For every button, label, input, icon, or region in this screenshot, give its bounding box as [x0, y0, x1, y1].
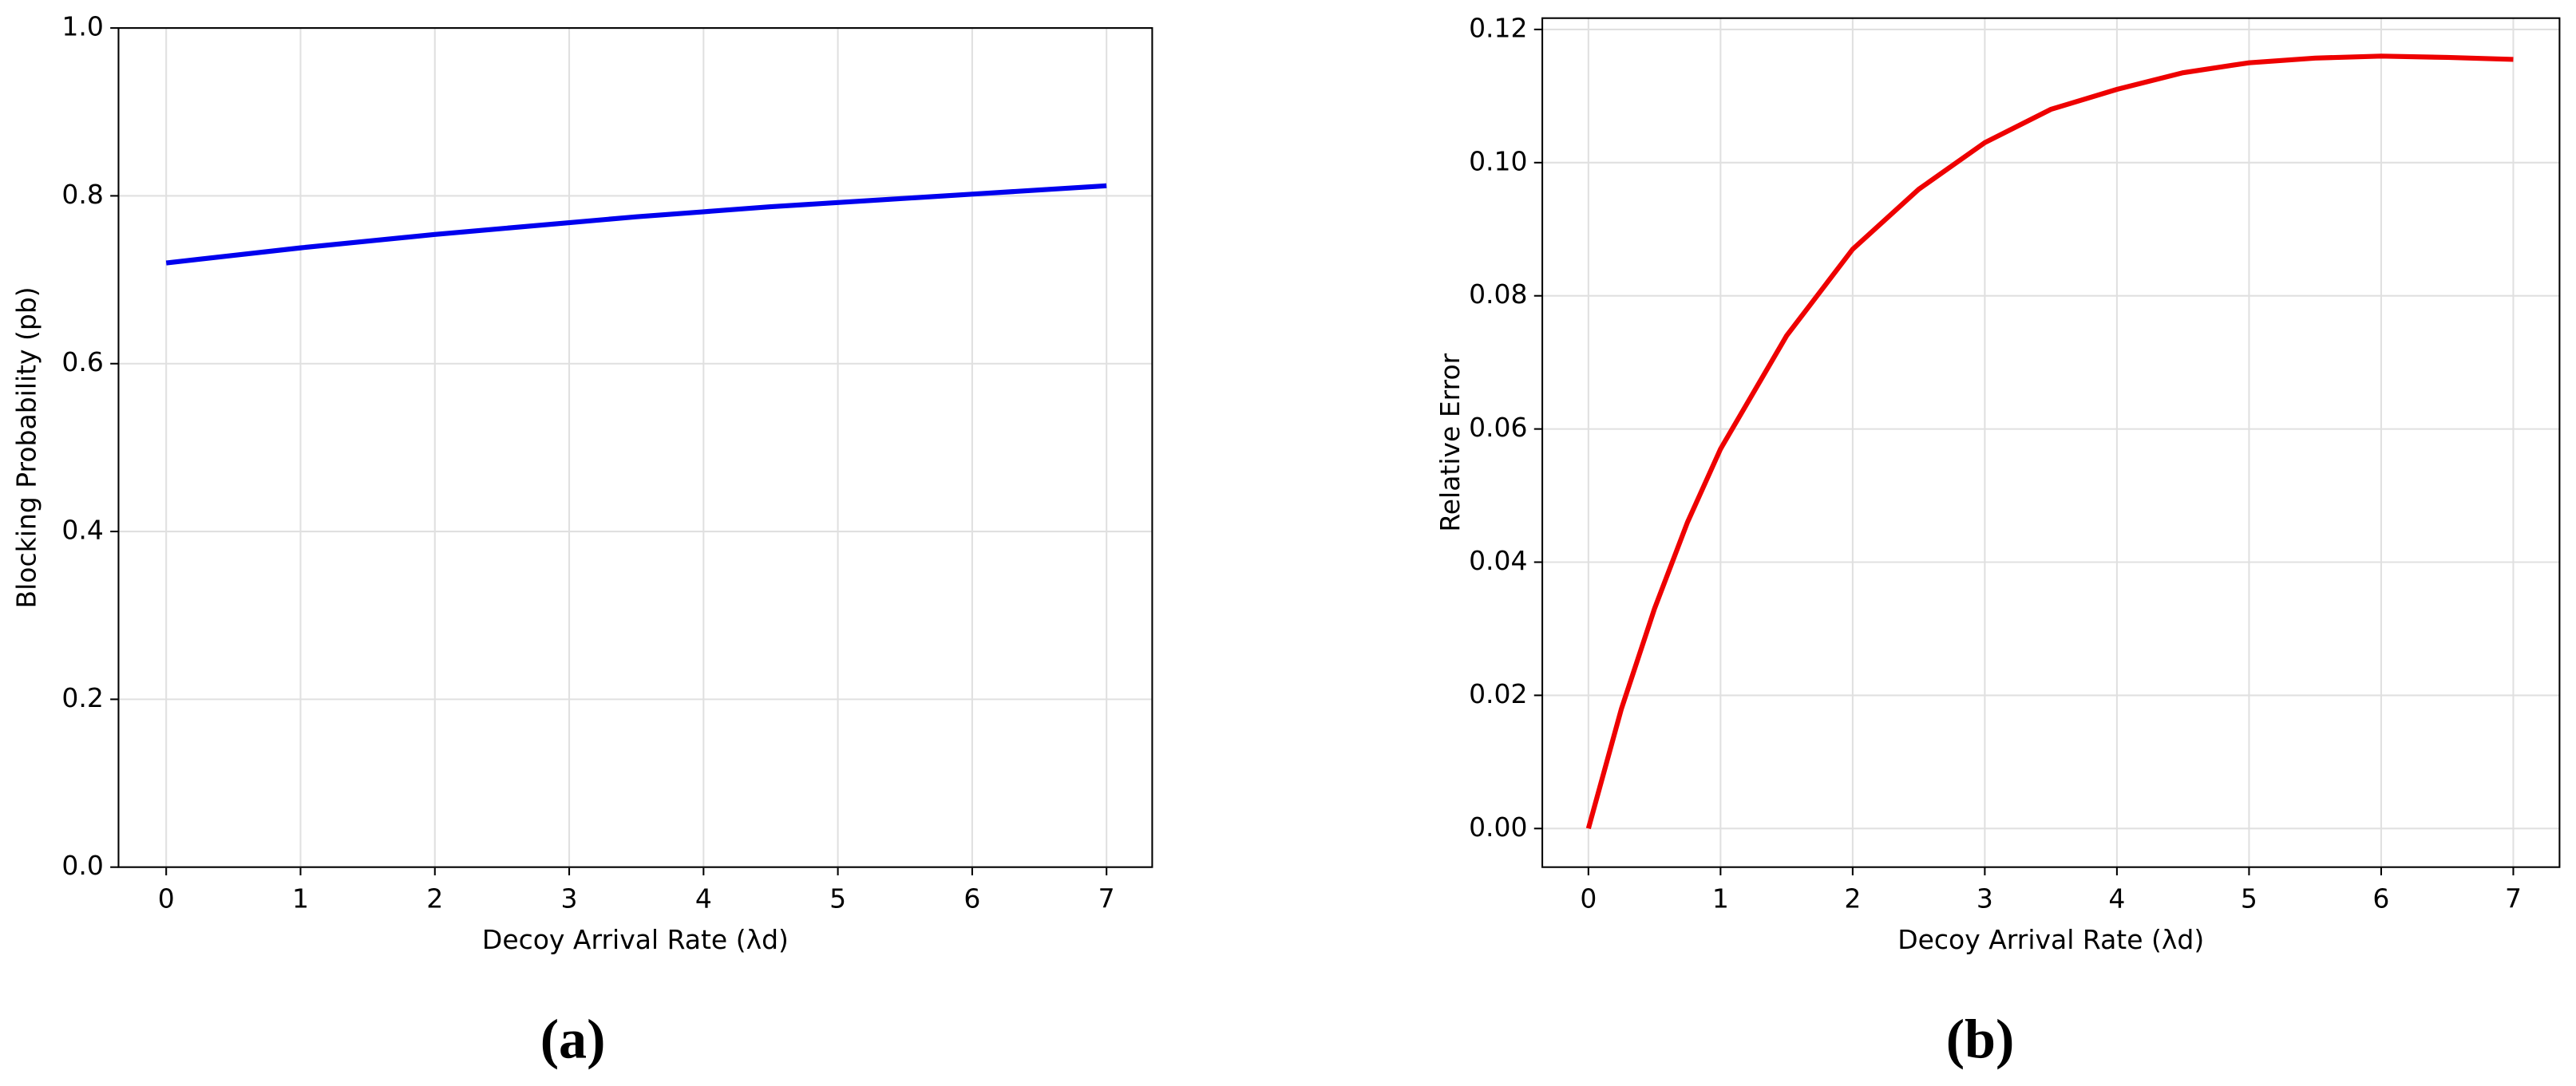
- y-axis-label: Blocking Probability (pb): [11, 286, 42, 608]
- y-tick-label: 0.12: [1469, 12, 1527, 43]
- y-tick-label: 0.6: [61, 346, 103, 377]
- x-tick-label: 2: [1844, 883, 1861, 914]
- x-tick-label: 1: [1712, 883, 1729, 914]
- y-tick-label: 0.08: [1469, 278, 1527, 310]
- y-tick-label: 0.04: [1469, 545, 1527, 576]
- x-tick-label: 3: [561, 883, 578, 914]
- y-tick-label: 0.8: [61, 179, 103, 210]
- x-tick-label: 3: [1977, 883, 1993, 914]
- x-tick-label: 6: [2372, 883, 2389, 914]
- caption: (a): [540, 1009, 606, 1070]
- y-tick-label: 0.00: [1469, 812, 1527, 843]
- y-tick-label: 1.0: [61, 11, 103, 42]
- y-tick-label: 0.4: [61, 515, 103, 546]
- y-tick-label: 0.02: [1469, 678, 1527, 709]
- plot-frame: [1541, 17, 2561, 868]
- x-tick-label: 2: [426, 883, 443, 914]
- x-tick-label: 6: [964, 883, 980, 914]
- line-series: [1585, 53, 2514, 830]
- x-tick-label: 5: [829, 883, 846, 914]
- x-tick-label: 1: [292, 883, 309, 914]
- y-tick-label: 0.0: [61, 850, 103, 881]
- y-axis-label: Relative Error: [1434, 353, 1466, 531]
- y-tick-label: 0.06: [1469, 412, 1527, 443]
- x-axis-label: Decoy Arrival Rate (λd): [1897, 924, 2204, 955]
- line-series: [165, 183, 1107, 266]
- x-tick-label: 7: [1098, 883, 1115, 914]
- x-tick-label: 0: [1580, 883, 1597, 914]
- x-tick-label: 7: [2505, 883, 2522, 914]
- x-axis-label: Decoy Arrival Rate (λd): [482, 924, 789, 955]
- y-tick-label: 0.2: [61, 682, 103, 713]
- x-tick-label: 5: [2241, 883, 2257, 914]
- plot-frame: [117, 27, 1153, 868]
- x-tick-label: 4: [695, 883, 712, 914]
- y-tick-label: 0.10: [1469, 145, 1527, 176]
- x-tick-label: 4: [2108, 883, 2125, 914]
- x-tick-label: 0: [158, 883, 175, 914]
- caption: (b): [1946, 1009, 2015, 1070]
